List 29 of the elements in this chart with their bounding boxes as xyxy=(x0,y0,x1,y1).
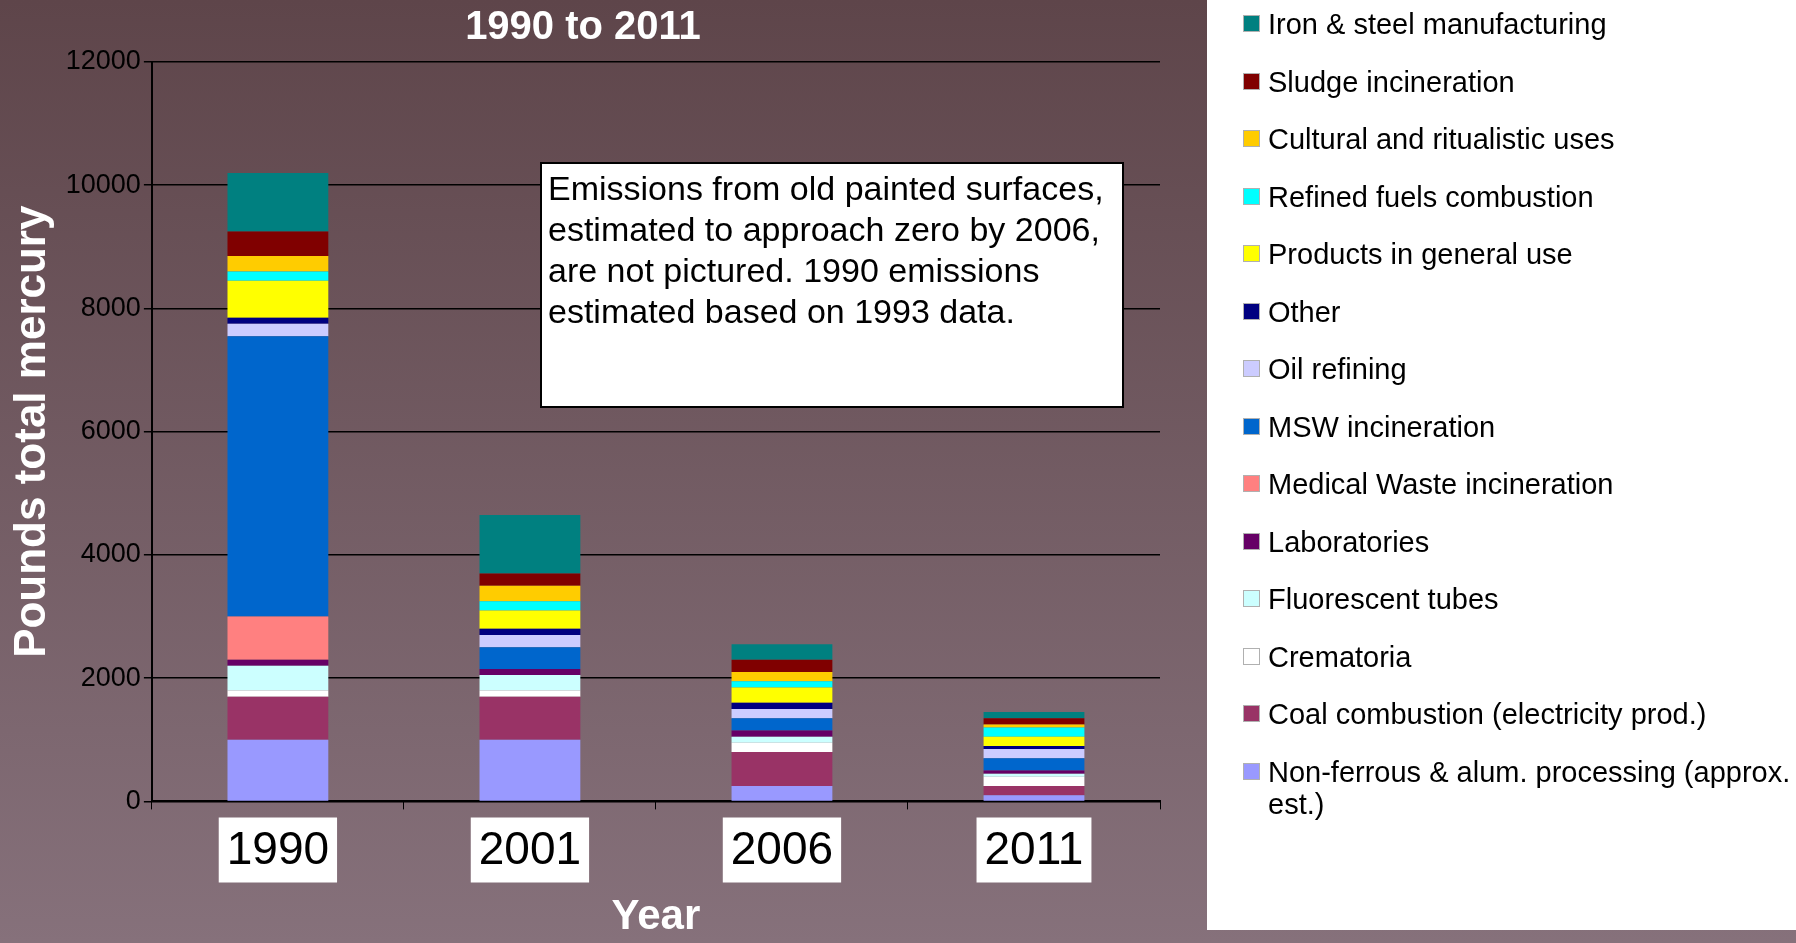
text-box: Emissions from old painted surfaces, estimated to approach zero by 2006, are not pictured. 1990 emissions estimated based on 1993 data. xyxy=(540,162,1124,408)
legend-label: Medical Waste incineration xyxy=(1268,468,1614,500)
x-tick-label: 2011 xyxy=(984,821,1084,874)
y-tick-label: 6000 xyxy=(80,415,141,446)
legend-label: Refined fuels combustion xyxy=(1268,180,1594,213)
x-tick-label: 2001 xyxy=(478,821,582,874)
legend-label: Non-ferrous & alum. processing (approx. est.) xyxy=(1268,755,1792,820)
legend-label: Crematoria xyxy=(1268,640,1412,673)
legend-label: Iron & steel manufacturing xyxy=(1268,8,1607,40)
legend-label: Products in general use xyxy=(1268,238,1573,270)
legend-label: MSW incineration xyxy=(1268,410,1496,443)
legend-label: Coal combustion (electricity prod.) xyxy=(1268,698,1707,730)
y-tick-label: 8000 xyxy=(80,291,141,322)
legend-label: Sludge incineration xyxy=(1268,65,1515,98)
x-axis-title: Year xyxy=(611,891,701,939)
y-tick-label: 4000 xyxy=(80,538,141,569)
y-tick-label: 0 xyxy=(125,784,141,815)
chart-title: 1990 to 2011 xyxy=(465,3,701,48)
legend-label: Cultural and ritualistic uses xyxy=(1268,123,1615,155)
y-tick-label: 2000 xyxy=(80,661,141,692)
legend-label: Laboratories xyxy=(1268,525,1430,558)
legend-label: Oil refining xyxy=(1268,353,1407,385)
y-axis-title: Pounds total mercury xyxy=(4,205,54,658)
x-tick-label: 1990 xyxy=(226,821,330,874)
legend-label: Other xyxy=(1268,295,1341,328)
x-tick-label: 2006 xyxy=(730,821,834,874)
legend-label: Fluorescent tubes xyxy=(1268,583,1499,615)
y-tick-label: 10000 xyxy=(65,168,141,199)
y-tick-label: 12000 xyxy=(65,45,141,76)
